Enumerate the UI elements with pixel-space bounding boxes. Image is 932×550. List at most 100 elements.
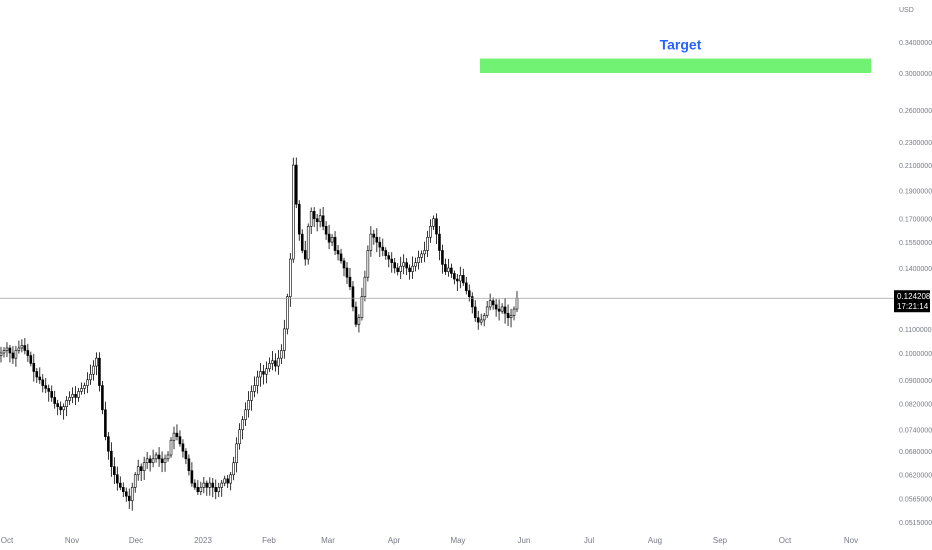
candle-body <box>232 462 235 476</box>
candle <box>107 432 110 460</box>
candle <box>133 472 137 493</box>
candle-body <box>202 482 206 488</box>
candle-body <box>294 164 298 205</box>
candle-body <box>411 265 414 272</box>
last-price-badge-bg <box>894 290 930 313</box>
candle-body <box>423 250 426 255</box>
candle <box>300 229 304 254</box>
x-tick-label: Aug <box>648 536 662 545</box>
candle-body <box>211 482 215 488</box>
x-tick-label: Sep <box>713 536 728 545</box>
candle-body <box>107 436 110 452</box>
candle <box>205 480 209 496</box>
candle <box>121 482 125 498</box>
candle <box>268 357 271 372</box>
candle-body <box>429 225 432 238</box>
candle <box>50 385 54 402</box>
candle-body <box>187 458 191 471</box>
candle-body <box>363 276 367 297</box>
candle <box>119 476 122 491</box>
candle-body <box>438 233 441 251</box>
candle-body <box>485 306 489 316</box>
candle-body <box>148 458 152 464</box>
candle <box>303 240 307 266</box>
candle <box>47 384 51 402</box>
candle-body <box>372 233 376 238</box>
candle <box>384 247 388 260</box>
candle-body <box>121 487 125 493</box>
candle <box>390 252 394 273</box>
candle <box>408 264 411 280</box>
candle-body <box>169 439 173 456</box>
candle-body <box>441 250 444 265</box>
candle <box>297 200 301 241</box>
candle <box>405 258 408 276</box>
candle <box>17 340 21 354</box>
candle <box>420 250 423 263</box>
candle <box>315 213 319 232</box>
candle-body <box>92 365 95 375</box>
candle-body <box>166 454 170 460</box>
candle <box>160 451 164 473</box>
candle-body <box>241 419 244 430</box>
candle <box>104 401 107 441</box>
candle-body <box>256 376 259 386</box>
candle-body <box>408 267 411 272</box>
candle <box>241 416 244 440</box>
candle <box>423 241 426 263</box>
candle-body <box>274 360 277 367</box>
candle-body <box>89 373 92 381</box>
candle-body <box>357 317 361 325</box>
candle-body <box>196 487 200 493</box>
candle <box>467 284 471 302</box>
candle-body <box>26 350 30 356</box>
candle-body <box>351 286 355 308</box>
candle <box>453 270 456 285</box>
candle-body <box>387 255 391 260</box>
candle-body <box>470 296 474 308</box>
candle <box>142 456 146 481</box>
candle <box>324 221 328 240</box>
candle <box>503 298 507 324</box>
x-tick-label: 2023 <box>194 536 212 545</box>
candle-body <box>62 406 65 411</box>
candle-body <box>381 246 385 251</box>
candle-body <box>479 319 483 323</box>
candle <box>366 245 370 282</box>
candle <box>327 224 331 250</box>
candle <box>444 258 447 275</box>
candle <box>235 437 238 473</box>
candle-body <box>491 300 495 306</box>
candle-body <box>86 379 89 386</box>
candle-body <box>124 491 128 497</box>
candle-body <box>420 253 423 258</box>
candle <box>202 476 206 494</box>
candle-body <box>95 357 98 367</box>
time-axis[interactable]: Oct Nov Dec 2023 Feb Mar Apr May Jun Jul Aug Sep Oct… <box>1 536 858 545</box>
candle-body <box>20 345 24 349</box>
candle <box>312 207 316 228</box>
candle <box>399 256 402 279</box>
candle <box>29 351 33 367</box>
candle-body <box>14 350 18 359</box>
candle <box>226 474 229 489</box>
candle-body <box>157 454 161 460</box>
candle-body <box>53 397 56 404</box>
candle <box>41 374 45 393</box>
candle-body <box>327 233 331 243</box>
candle-body <box>77 391 80 398</box>
candle-body <box>324 225 328 235</box>
candle-body <box>98 357 101 386</box>
candle-body <box>0 352 3 356</box>
candle-body <box>17 347 21 351</box>
candle <box>345 262 349 284</box>
candle-body <box>247 400 250 411</box>
candle <box>417 250 420 270</box>
x-tick-label: Apr <box>388 536 401 545</box>
candle <box>80 382 83 395</box>
candle <box>2 347 6 358</box>
